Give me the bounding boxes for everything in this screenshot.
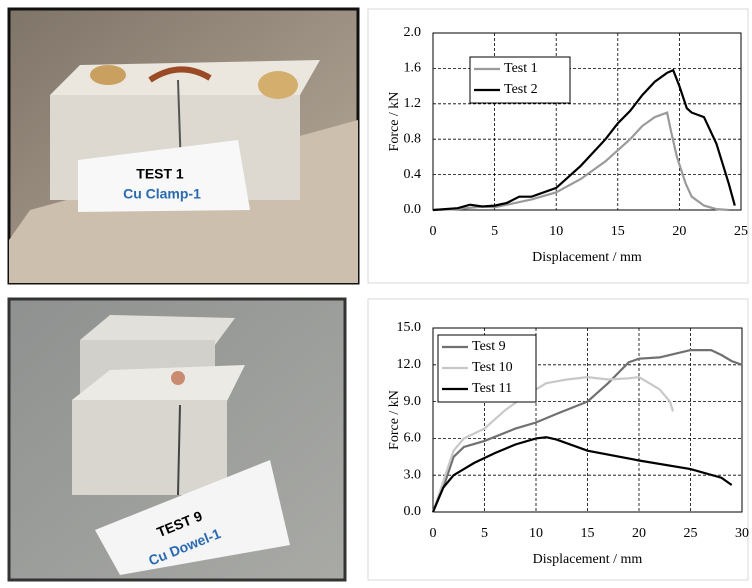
legend-label: Test 2 <box>504 82 538 97</box>
y-tick-label: 2.0 <box>404 25 422 40</box>
y-tick-label: 0.4 <box>404 167 422 182</box>
y-axis-title: Force / kN <box>387 390 402 450</box>
y-tick-label: 1.2 <box>404 96 422 111</box>
x-tick-label: 20 <box>672 224 686 239</box>
photo-label: TEST 1 <box>136 166 184 182</box>
x-tick-label: 15 <box>581 526 595 541</box>
y-tick-label: 6.0 <box>404 431 422 446</box>
x-tick-label: 5 <box>481 526 488 541</box>
x-tick-label: 10 <box>529 526 543 541</box>
y-tick-label: 9.0 <box>404 394 422 409</box>
x-tick-label: 30 <box>735 526 749 541</box>
y-axis-title: Force / kN <box>387 92 402 152</box>
x-axis-title: Displacement / mm <box>533 552 643 567</box>
photo-1: TEST 1 Cu Clamp-1 <box>9 9 358 283</box>
y-tick-label: 1.6 <box>404 61 422 76</box>
x-tick-label: 10 <box>549 224 563 239</box>
x-tick-label: 5 <box>491 224 498 239</box>
photo-sublabel: Cu Clamp-1 <box>123 186 201 202</box>
legend-label: Test 10 <box>472 360 513 375</box>
legend-label: Test 11 <box>472 381 512 396</box>
y-tick-label: 0.8 <box>404 131 422 146</box>
photo-2: TEST 9 Cu Dowel-1 <box>9 299 345 580</box>
y-tick-label: 0.0 <box>404 202 422 217</box>
x-tick-label: 15 <box>611 224 625 239</box>
figure: TEST 1 Cu Clamp-1 TEST 9 Cu Dowel-1 0.0 0… <box>0 0 752 583</box>
x-axis-title: Displacement / mm <box>532 250 642 265</box>
y-tick-label: 3.0 <box>404 467 422 482</box>
legend-label: Test 9 <box>472 339 506 354</box>
y-tick-label: 12.0 <box>397 357 422 372</box>
x-tick-label: 20 <box>632 526 646 541</box>
x-tick-label: 0 <box>430 526 437 541</box>
x-tick-label: 0 <box>430 224 437 239</box>
x-tick-label: 25 <box>734 224 748 239</box>
y-tick-label: 15.0 <box>397 320 422 335</box>
y-tick-label: 0.0 <box>404 504 422 519</box>
chart-frame <box>368 9 748 283</box>
x-tick-label: 25 <box>684 526 698 541</box>
legend-label: Test 1 <box>504 61 538 76</box>
